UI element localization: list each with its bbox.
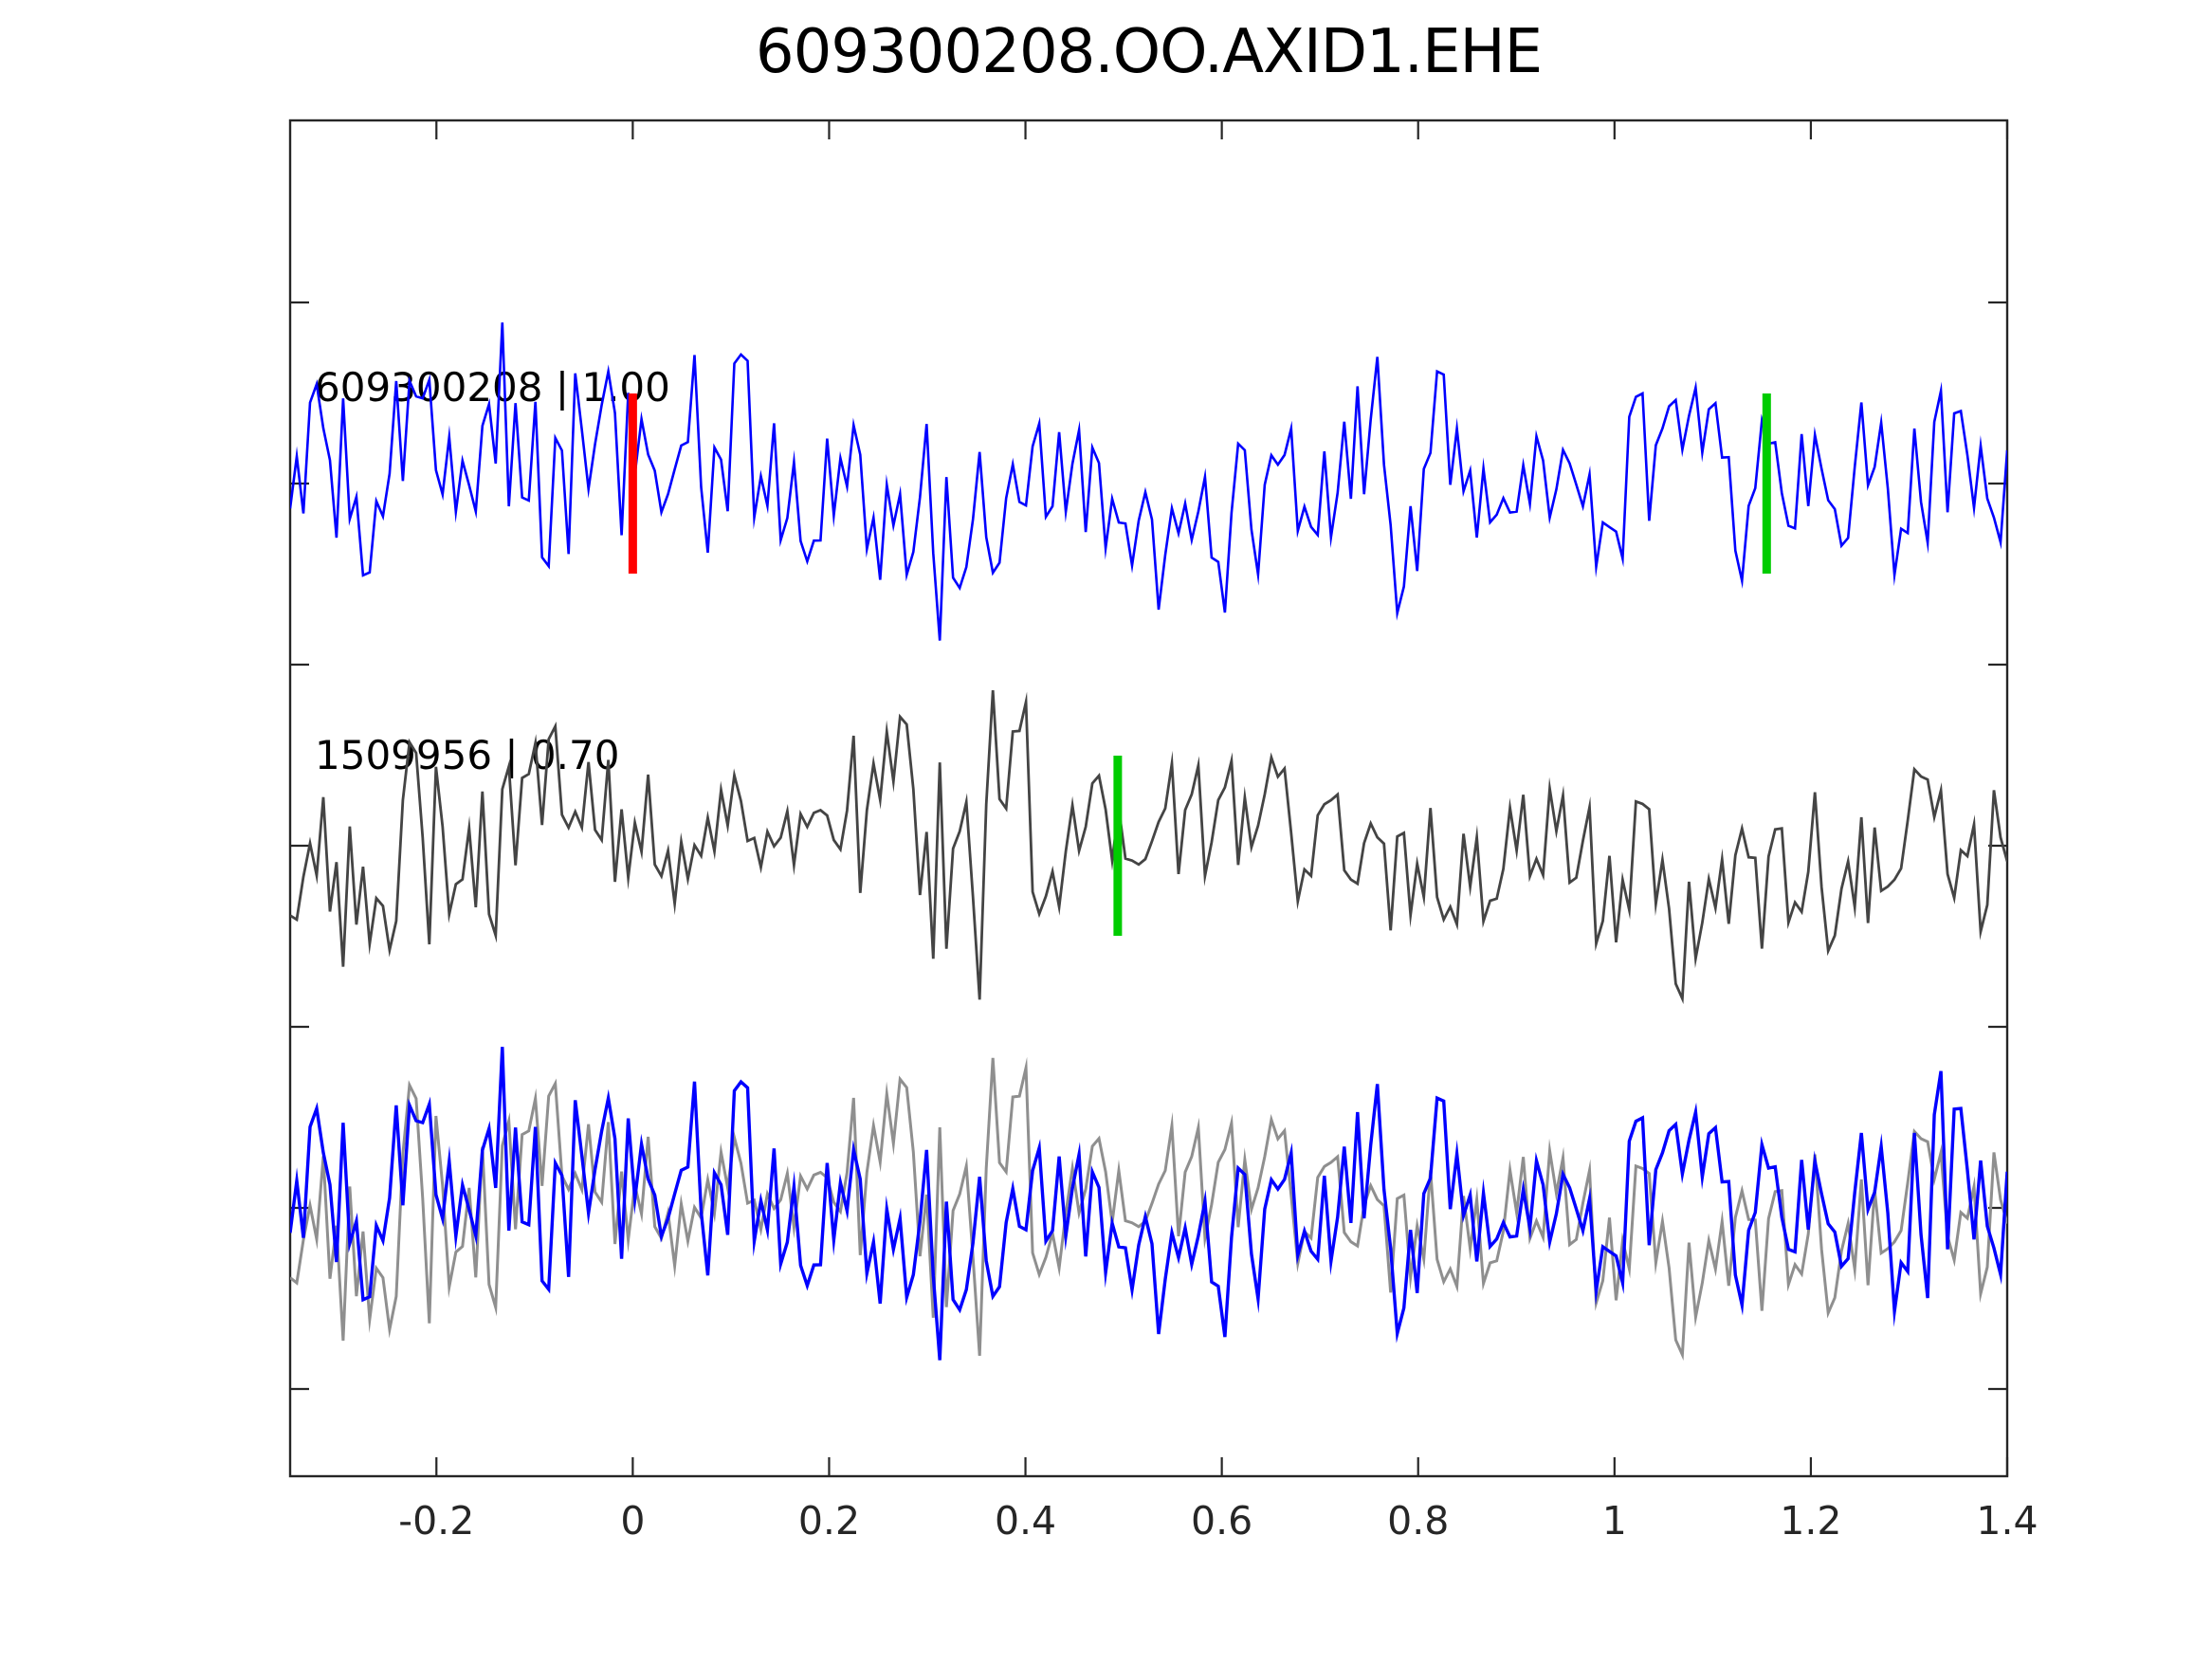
x-tick-label: -0.2 — [398, 1498, 474, 1544]
figure-title: 609300208.OO.AXID1.EHE — [755, 17, 1543, 87]
x-tick-label: 0.2 — [798, 1498, 860, 1544]
waveform-overlay-detection-trace — [290, 1047, 2007, 1361]
plot-box — [288, 119, 2009, 1478]
x-tick-label: 1.4 — [1976, 1498, 2038, 1544]
waveform-detection-trace — [290, 322, 2007, 641]
waveform-template-trace — [290, 690, 2007, 1005]
waveform-overlay-template-trace — [290, 1056, 2007, 1361]
x-tick-label: 1.2 — [1780, 1498, 1841, 1544]
x-tick-label: 0.8 — [1387, 1498, 1449, 1544]
trace-label-template: 1509956 | 0.70 — [315, 732, 620, 778]
x-tick-label: 0.6 — [1191, 1498, 1252, 1544]
x-tick-label: 1 — [1602, 1498, 1627, 1544]
x-tick-label: 0.4 — [995, 1498, 1056, 1544]
x-tick-label: 0 — [620, 1498, 645, 1544]
